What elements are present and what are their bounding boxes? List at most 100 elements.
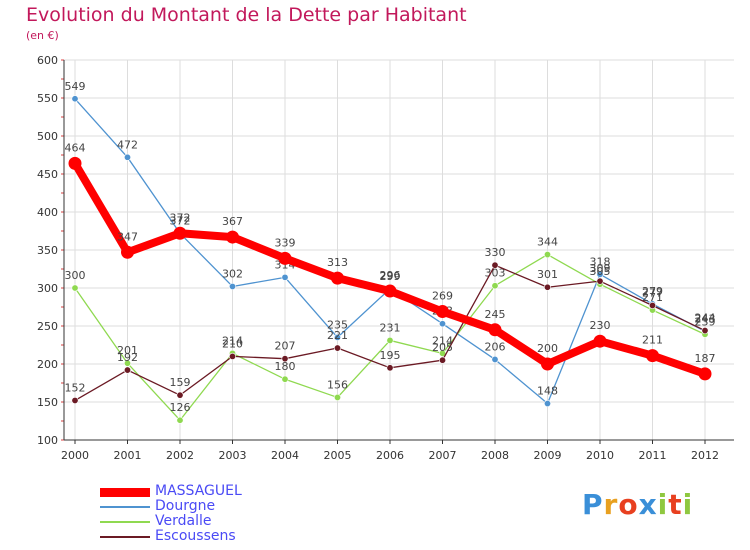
y-tick-label: 400 [37, 206, 58, 219]
data-label-massaguel: 313 [327, 256, 348, 269]
data-label-escoussens: 195 [380, 349, 401, 362]
x-tick-label: 2005 [324, 449, 352, 462]
data-point-escoussens [701, 327, 709, 335]
data-point-escoussens [648, 301, 656, 309]
data-label-escoussens: 152 [65, 381, 86, 394]
data-label-dourgne: 206 [485, 340, 506, 353]
data-label-escoussens: 221 [327, 329, 348, 342]
data-label-escoussens: 192 [117, 351, 138, 364]
legend-label: MASSAGUEL [155, 483, 242, 499]
x-tick-label: 2009 [534, 449, 562, 462]
x-tick-label: 2008 [481, 449, 509, 462]
legend-swatch [100, 488, 150, 497]
data-label-escoussens: 159 [170, 376, 191, 389]
x-tick-label: 2007 [429, 449, 457, 462]
y-tick-label: 250 [37, 320, 58, 333]
data-point-massaguel [488, 323, 502, 337]
y-tick-label: 500 [37, 130, 58, 143]
data-point-dourgne [281, 273, 289, 281]
data-label-verdalle: 271 [642, 291, 663, 304]
data-point-massaguel [436, 305, 449, 319]
data-point-escoussens [543, 283, 551, 291]
legend-label: Dourgne [155, 498, 216, 514]
data-point-massaguel [646, 349, 659, 363]
data-label-escoussens: 210 [222, 337, 243, 350]
proxiti-logo: Proxiti [582, 488, 693, 521]
data-label-verdalle: 214 [222, 334, 243, 347]
data-label-massaguel: 211 [642, 334, 663, 347]
data-label-massaguel: 339 [275, 236, 296, 249]
x-tick-label: 2010 [586, 449, 614, 462]
data-label-massaguel: 187 [695, 352, 716, 365]
data-label-verdalle: 303 [485, 267, 506, 280]
data-label-dourgne: 472 [117, 138, 138, 151]
data-point-dourgne [124, 153, 132, 161]
data-point-escoussens [281, 355, 289, 363]
data-point-dourgne [491, 355, 499, 363]
data-label-escoussens: 330 [485, 246, 506, 259]
data-point-verdalle [124, 359, 132, 367]
data-label-verdalle: 156 [327, 378, 348, 391]
logo-letter: t [668, 488, 683, 521]
y-tick-label: 350 [37, 244, 58, 257]
data-label-massaguel: 296 [380, 269, 401, 282]
data-label-massaguel: 367 [222, 215, 243, 228]
data-label-verdalle: 305 [590, 265, 611, 278]
data-label-dourgne: 549 [65, 80, 86, 93]
data-label-verdalle: 231 [380, 321, 401, 334]
logo-letter: i [657, 488, 669, 521]
data-label-verdalle: 300 [65, 269, 86, 282]
logo-letter: i [682, 488, 694, 521]
data-point-massaguel [278, 251, 292, 265]
y-tick-label: 600 [37, 54, 58, 67]
x-tick-label: 2000 [61, 449, 89, 462]
data-label-massaguel: 200 [537, 342, 558, 355]
y-tick-label: 300 [37, 282, 58, 295]
y-tick-label: 550 [37, 92, 58, 105]
data-point-massaguel [383, 284, 397, 298]
data-point-escoussens [176, 391, 184, 399]
x-tick-label: 2006 [376, 449, 404, 462]
y-tick-label: 100 [37, 434, 58, 447]
data-point-dourgne [596, 270, 604, 278]
data-point-verdalle [71, 284, 79, 292]
x-tick-label: 2003 [219, 449, 247, 462]
data-label-verdalle: 214 [432, 334, 453, 347]
data-point-escoussens [229, 352, 237, 360]
legend-swatch [100, 536, 150, 538]
data-label-dourgne: 318 [590, 255, 611, 268]
data-label-dourgne: 279 [642, 285, 663, 298]
x-tick-label: 2012 [691, 449, 719, 462]
chart-title: Evolution du Montant de la Dette par Hab… [26, 4, 467, 26]
legend-label: Escoussens [155, 528, 236, 544]
data-point-escoussens [124, 366, 132, 374]
data-point-dourgne [71, 95, 79, 103]
data-label-escoussens: 205 [432, 341, 453, 354]
data-label-verdalle: 180 [275, 360, 296, 373]
data-point-escoussens [333, 344, 341, 352]
data-label-escoussens: 244 [695, 312, 716, 325]
data-point-escoussens [491, 261, 499, 269]
logo-letter: r [603, 488, 619, 521]
y-tick-label: 150 [37, 396, 58, 409]
data-point-massaguel [698, 367, 712, 381]
chart-unit-label: (en €) [26, 29, 59, 42]
data-point-massaguel [593, 334, 607, 348]
legend-label: Verdalle [155, 513, 212, 529]
x-tick-label: 2004 [271, 449, 299, 462]
data-point-dourgne [438, 320, 446, 328]
data-label-dourgne: 243 [695, 312, 716, 325]
data-label-dourgne: 148 [537, 385, 558, 398]
data-point-massaguel [121, 245, 134, 259]
y-tick-label: 450 [37, 168, 58, 181]
x-tick-label: 2001 [114, 449, 142, 462]
data-label-escoussens: 301 [537, 268, 558, 281]
data-point-dourgne [229, 282, 237, 290]
logo-letter: P [582, 488, 604, 521]
data-point-verdalle [281, 375, 289, 383]
data-label-massaguel: 245 [485, 308, 506, 321]
data-label-dourgne: 235 [327, 318, 348, 331]
data-point-verdalle [386, 336, 394, 344]
